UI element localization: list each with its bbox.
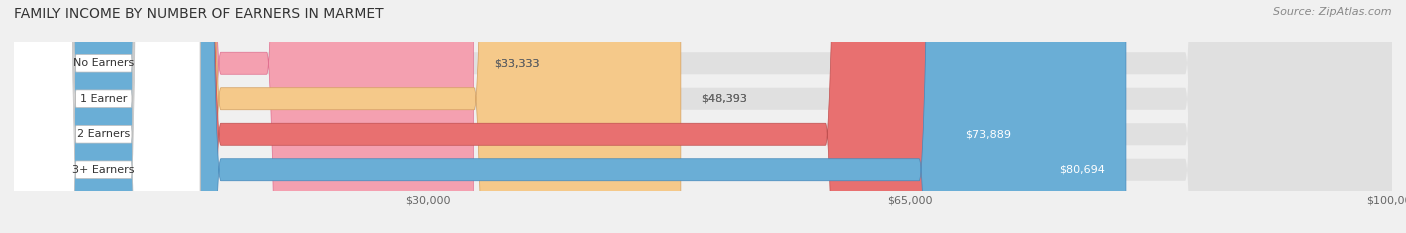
Text: 2 Earners: 2 Earners: [77, 129, 131, 139]
Text: 1 Earner: 1 Earner: [80, 94, 128, 104]
FancyBboxPatch shape: [14, 0, 1392, 233]
Text: $33,333: $33,333: [494, 58, 540, 68]
FancyBboxPatch shape: [14, 0, 1392, 233]
FancyBboxPatch shape: [7, 0, 200, 233]
Text: FAMILY INCOME BY NUMBER OF EARNERS IN MARMET: FAMILY INCOME BY NUMBER OF EARNERS IN MA…: [14, 7, 384, 21]
Text: $48,393: $48,393: [702, 94, 748, 104]
FancyBboxPatch shape: [14, 0, 681, 233]
FancyBboxPatch shape: [7, 0, 200, 233]
Text: No Earners: No Earners: [73, 58, 134, 68]
Text: $80,694: $80,694: [1059, 165, 1105, 175]
Text: 3+ Earners: 3+ Earners: [72, 165, 135, 175]
FancyBboxPatch shape: [14, 0, 1392, 233]
Text: $73,889: $73,889: [966, 129, 1011, 139]
FancyBboxPatch shape: [14, 0, 474, 233]
FancyBboxPatch shape: [14, 0, 1392, 233]
FancyBboxPatch shape: [14, 0, 1032, 233]
FancyBboxPatch shape: [14, 0, 1126, 233]
Text: $48,393: $48,393: [702, 94, 748, 104]
FancyBboxPatch shape: [7, 0, 200, 233]
Text: Source: ZipAtlas.com: Source: ZipAtlas.com: [1274, 7, 1392, 17]
FancyBboxPatch shape: [7, 0, 200, 233]
Text: $33,333: $33,333: [494, 58, 540, 68]
